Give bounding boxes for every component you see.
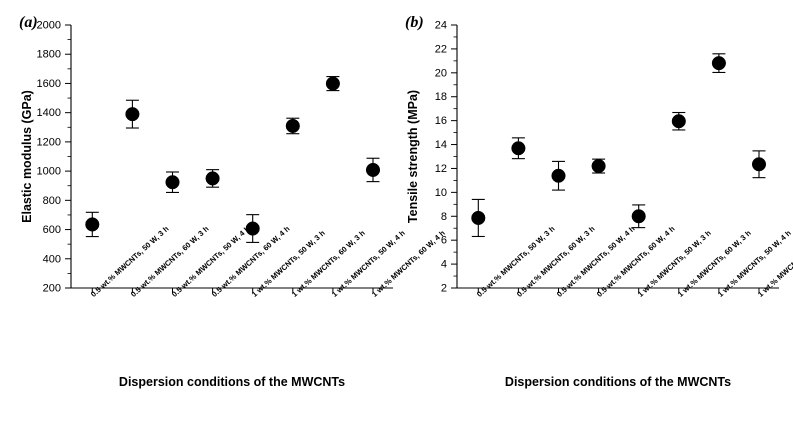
svg-text:24: 24 xyxy=(435,20,447,32)
svg-text:(b): (b) xyxy=(405,14,424,31)
svg-text:1400: 1400 xyxy=(37,107,61,119)
svg-text:Tensile strength (MPa): Tensile strength (MPa) xyxy=(406,90,420,223)
svg-text:2000: 2000 xyxy=(37,20,61,32)
svg-text:400: 400 xyxy=(43,253,61,265)
svg-text:8: 8 xyxy=(441,211,447,223)
svg-text:18: 18 xyxy=(435,91,447,103)
svg-text:(a): (a) xyxy=(19,14,38,31)
svg-text:600: 600 xyxy=(43,224,61,236)
svg-text:Elastic modulus (GPa): Elastic modulus (GPa) xyxy=(20,90,34,223)
svg-text:14: 14 xyxy=(435,139,447,151)
svg-text:1000: 1000 xyxy=(37,166,61,178)
svg-text:16: 16 xyxy=(435,115,447,127)
svg-text:10: 10 xyxy=(435,187,447,199)
svg-text:22: 22 xyxy=(435,43,447,55)
svg-text:200: 200 xyxy=(43,283,61,295)
svg-text:800: 800 xyxy=(43,195,61,207)
svg-text:Dispersion conditions of the M: Dispersion conditions of the MWCNTs xyxy=(505,375,731,389)
svg-text:1600: 1600 xyxy=(37,78,61,90)
svg-text:4: 4 xyxy=(441,259,447,271)
svg-text:20: 20 xyxy=(435,67,447,79)
svg-text:12: 12 xyxy=(435,163,447,175)
svg-text:Dispersion conditions of the M: Dispersion conditions of the MWCNTs xyxy=(119,375,345,389)
svg-text:1800: 1800 xyxy=(37,49,61,61)
svg-text:1200: 1200 xyxy=(37,136,61,148)
svg-text:2: 2 xyxy=(441,283,447,295)
